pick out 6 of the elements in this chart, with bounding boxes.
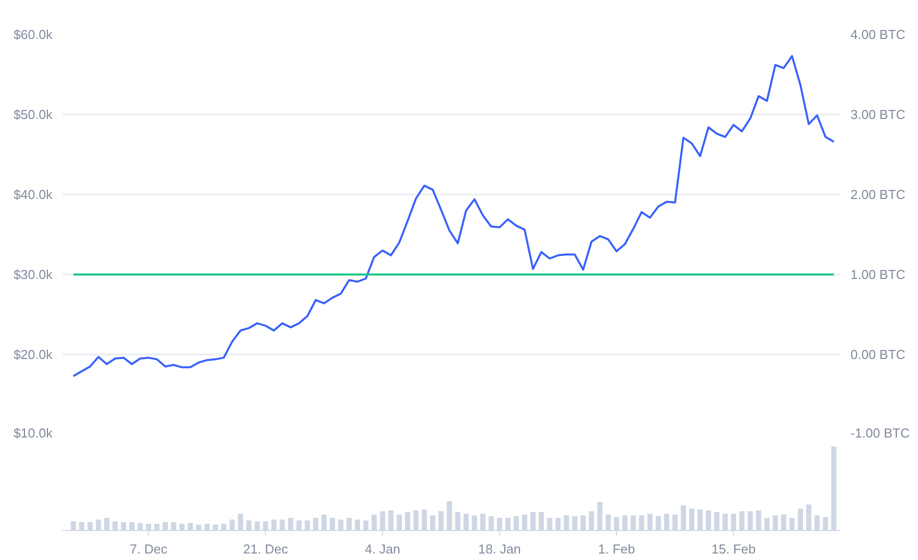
- x-tick-label: 1. Feb: [598, 542, 635, 556]
- x-tick-label: 4. Jan: [364, 542, 400, 556]
- x-tick-label: 18. Jan: [478, 542, 521, 556]
- x-tick-label: 7. Dec: [130, 542, 168, 556]
- x-tick-label: 21. Dec: [243, 542, 288, 556]
- x-tick-label: 15. Feb: [711, 542, 756, 556]
